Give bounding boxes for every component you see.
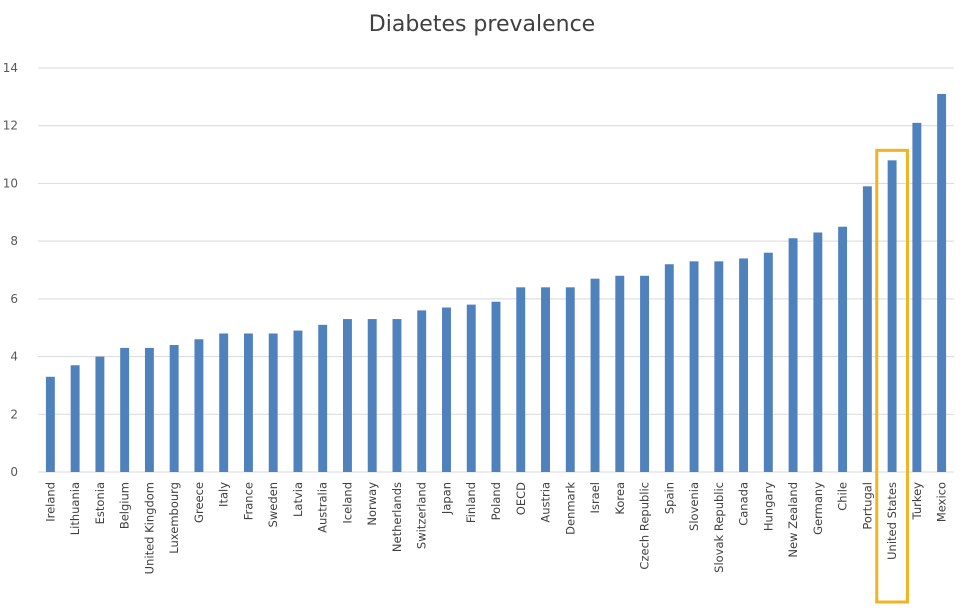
- bar: [194, 339, 204, 472]
- bar: [343, 319, 352, 472]
- y-tick-label: 4: [10, 350, 18, 364]
- x-tick-label: United Kingdom: [142, 482, 156, 574]
- x-tick-label: Spain: [662, 482, 676, 514]
- x-tick-label: Australia: [316, 482, 330, 533]
- y-axis: 0 2 4 6 8 10 12 14: [3, 61, 18, 479]
- bar: [120, 347, 130, 472]
- bar: [169, 345, 179, 472]
- bar: [144, 347, 154, 472]
- bar: [268, 333, 278, 472]
- highlight-rect: [875, 148, 909, 604]
- highlight-box: [875, 148, 909, 604]
- x-tick-label: Mexico: [935, 482, 949, 522]
- x-tick-label: Poland: [489, 482, 503, 520]
- x-tick-label: Estonia: [93, 482, 107, 524]
- bar: [392, 319, 402, 472]
- bar: [763, 252, 773, 472]
- x-tick-label: Lithuania: [68, 482, 82, 535]
- bar: [442, 307, 451, 472]
- x-tick-label: Canada: [737, 482, 751, 526]
- bar: [367, 319, 377, 472]
- bar: [887, 160, 897, 473]
- bar: [541, 287, 550, 472]
- x-tick-label: Ireland: [43, 482, 57, 522]
- bar: [565, 287, 575, 472]
- x-tick-label: Slovenia: [687, 482, 701, 531]
- bar: [95, 356, 105, 472]
- bar: [293, 330, 303, 472]
- x-axis: Ireland Lithuania Estonia Belgium United Kin…: [43, 482, 948, 575]
- x-tick-label: Iceland: [340, 482, 354, 524]
- bar: [813, 232, 823, 472]
- x-tick-label: Slovak Republic: [712, 482, 726, 573]
- x-tick-label: OECD: [514, 482, 528, 515]
- x-tick-label: Chile: [836, 482, 850, 511]
- y-tick-label: 10: [3, 176, 18, 190]
- bar: [640, 275, 649, 472]
- y-tick-label: 2: [10, 407, 18, 421]
- x-tick-label: Netherlands: [390, 482, 404, 552]
- x-tick-label: Turkey: [910, 482, 924, 521]
- x-tick-label: Korea: [613, 482, 627, 515]
- bar: [788, 238, 798, 472]
- x-tick-label: Switzerland: [415, 482, 429, 549]
- x-tick-label: United States: [885, 482, 899, 560]
- x-tick-label: Latvia: [291, 482, 305, 517]
- bar: [937, 93, 947, 472]
- y-tick-label: 0: [10, 465, 18, 479]
- x-tick-label: Belgium: [118, 482, 132, 529]
- x-tick-label: Japan: [439, 482, 453, 515]
- bar: [838, 226, 848, 472]
- bar: [318, 324, 328, 472]
- x-tick-label: New Zealand: [786, 482, 800, 558]
- y-tick-label: 6: [10, 292, 18, 306]
- bar: [862, 186, 872, 473]
- bar: [689, 261, 699, 472]
- x-tick-label: Sweden: [266, 482, 280, 527]
- x-tick-label: Greece: [192, 482, 206, 523]
- chart-title: Diabetes prevalence: [368, 12, 596, 37]
- bar: [70, 365, 80, 472]
- bar: [219, 333, 229, 472]
- x-tick-label: Germany: [811, 482, 825, 535]
- x-tick-label: Austria: [539, 482, 553, 523]
- bar: [615, 275, 625, 472]
- x-tick-label: Luxembourg: [167, 482, 181, 554]
- bar: [45, 376, 55, 472]
- bar: [739, 258, 749, 472]
- bar: [590, 278, 600, 472]
- bar: [516, 287, 526, 472]
- x-tick-label: Norway: [365, 482, 379, 526]
- x-tick-label: Hungary: [761, 482, 775, 531]
- bar: [466, 304, 476, 472]
- bar: [491, 301, 501, 472]
- bar: [417, 310, 427, 472]
- bar: [714, 261, 724, 472]
- x-tick-label: Israel: [588, 482, 602, 513]
- bars: [45, 93, 947, 473]
- bar: [664, 264, 674, 472]
- x-tick-label: Finland: [464, 482, 478, 523]
- bar: [243, 333, 253, 472]
- y-tick-label: 14: [3, 61, 18, 75]
- x-tick-label: Czech Republic: [638, 482, 652, 570]
- x-tick-label: France: [241, 482, 255, 520]
- bar: [912, 122, 922, 472]
- x-tick-label: Denmark: [563, 482, 577, 535]
- x-tick-label: Portugal: [860, 482, 874, 530]
- y-tick-label: 8: [10, 234, 18, 248]
- y-tick-label: 12: [3, 119, 18, 133]
- x-tick-label: Italy: [217, 482, 231, 507]
